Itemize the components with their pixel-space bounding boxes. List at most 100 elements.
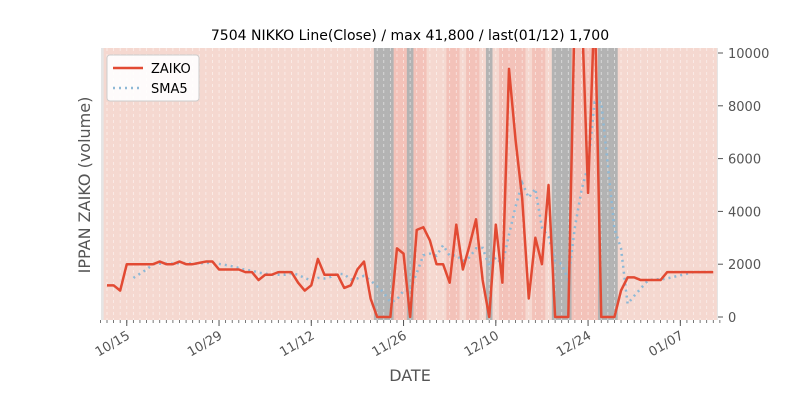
day-band bbox=[439, 48, 447, 320]
x-tick-label: 01/07 bbox=[646, 328, 686, 360]
day-band bbox=[703, 48, 711, 320]
day-band bbox=[275, 48, 282, 320]
day-band bbox=[413, 48, 421, 320]
y-tick-label: 10000 bbox=[728, 47, 769, 62]
day-band bbox=[630, 48, 638, 320]
day-band bbox=[268, 48, 276, 320]
day-band bbox=[130, 48, 137, 320]
day-band bbox=[591, 48, 599, 320]
x-tick-label: 11/12 bbox=[277, 328, 317, 360]
day-band bbox=[420, 48, 427, 320]
day-band bbox=[387, 48, 394, 320]
day-band bbox=[499, 48, 506, 320]
day-band bbox=[195, 48, 203, 320]
day-band bbox=[670, 48, 678, 320]
series-layer bbox=[107, 48, 714, 319]
day-band bbox=[110, 48, 118, 320]
day-band bbox=[255, 48, 263, 320]
y-tick-label: 8000 bbox=[728, 100, 761, 115]
x-tick-label: 12/10 bbox=[462, 328, 502, 360]
day-band bbox=[452, 48, 460, 320]
day-band bbox=[360, 48, 368, 320]
day-band bbox=[571, 48, 579, 320]
day-band bbox=[459, 48, 467, 320]
day-bands bbox=[101, 48, 718, 320]
day-band bbox=[143, 48, 151, 320]
day-band bbox=[169, 48, 177, 320]
day-band bbox=[604, 48, 612, 320]
y-tick-label: 6000 bbox=[728, 153, 761, 168]
x-tick-label: 12/24 bbox=[554, 328, 594, 360]
day-band bbox=[433, 48, 441, 320]
day-band bbox=[617, 48, 625, 320]
day-band bbox=[314, 48, 322, 320]
day-band bbox=[288, 48, 296, 320]
day-band bbox=[446, 48, 454, 320]
day-band bbox=[565, 48, 572, 320]
x-tick-label: 10/15 bbox=[93, 328, 133, 360]
day-band bbox=[466, 48, 474, 320]
day-band bbox=[380, 48, 388, 320]
day-band bbox=[149, 48, 157, 320]
day-band bbox=[637, 48, 645, 320]
day-band bbox=[156, 48, 164, 320]
day-band bbox=[202, 48, 210, 320]
day-band bbox=[103, 48, 111, 320]
day-band bbox=[512, 48, 520, 320]
day-band bbox=[228, 48, 236, 320]
zaiko-line bbox=[107, 48, 714, 319]
x-axis-label: DATE bbox=[389, 366, 431, 385]
day-band bbox=[393, 48, 401, 320]
day-band bbox=[611, 48, 619, 320]
day-band bbox=[215, 48, 223, 320]
day-band bbox=[340, 48, 348, 320]
day-band bbox=[650, 48, 658, 320]
day-band bbox=[400, 48, 408, 320]
day-band bbox=[209, 48, 217, 320]
day-band bbox=[373, 48, 381, 320]
x-tick-label: 10/29 bbox=[185, 328, 225, 360]
day-band bbox=[525, 48, 533, 320]
day-band bbox=[657, 48, 665, 320]
day-band bbox=[663, 48, 671, 320]
day-band bbox=[235, 48, 243, 320]
day-band bbox=[123, 48, 131, 320]
day-band bbox=[116, 48, 124, 320]
day-band bbox=[163, 48, 170, 320]
day-band bbox=[624, 48, 632, 320]
chart-title: 7504 NIKKO Line(Close) / max 41,800 / la… bbox=[211, 28, 609, 44]
day-band bbox=[690, 48, 698, 320]
day-band bbox=[281, 48, 289, 320]
day-band bbox=[321, 48, 329, 320]
x-axis: 10/15 10/29 11/12 11/26 12/10 12/24 01/07 bbox=[93, 320, 721, 360]
day-band bbox=[261, 48, 269, 320]
day-band bbox=[327, 48, 335, 320]
day-band bbox=[709, 48, 717, 320]
day-band bbox=[176, 48, 184, 320]
x-tick-label: 11/26 bbox=[370, 328, 410, 360]
day-band bbox=[532, 48, 539, 320]
day-band bbox=[558, 48, 566, 320]
day-band bbox=[367, 48, 375, 320]
y-tick-label: 4000 bbox=[728, 205, 761, 220]
y-axis-label: IPPAN ZAIKO (volume) bbox=[75, 97, 94, 274]
day-band bbox=[136, 48, 144, 320]
day-band bbox=[479, 48, 487, 320]
day-band bbox=[182, 48, 190, 320]
day-band bbox=[597, 48, 605, 320]
day-band bbox=[248, 48, 256, 320]
day-band bbox=[406, 48, 414, 320]
legend-sma5-label: SMA5 bbox=[151, 82, 188, 97]
day-band bbox=[307, 48, 315, 320]
day-band bbox=[294, 48, 302, 320]
day-band bbox=[347, 48, 355, 320]
day-band bbox=[426, 48, 434, 320]
legend-zaiko-label: ZAIKO bbox=[151, 62, 191, 77]
day-band bbox=[696, 48, 704, 320]
day-band bbox=[354, 48, 362, 320]
y-axis: 0 2000 4000 6000 8000 10000 bbox=[718, 47, 769, 326]
legend: ZAIKO SMA5 bbox=[106, 54, 200, 102]
day-band bbox=[472, 48, 480, 320]
day-band bbox=[242, 48, 249, 320]
